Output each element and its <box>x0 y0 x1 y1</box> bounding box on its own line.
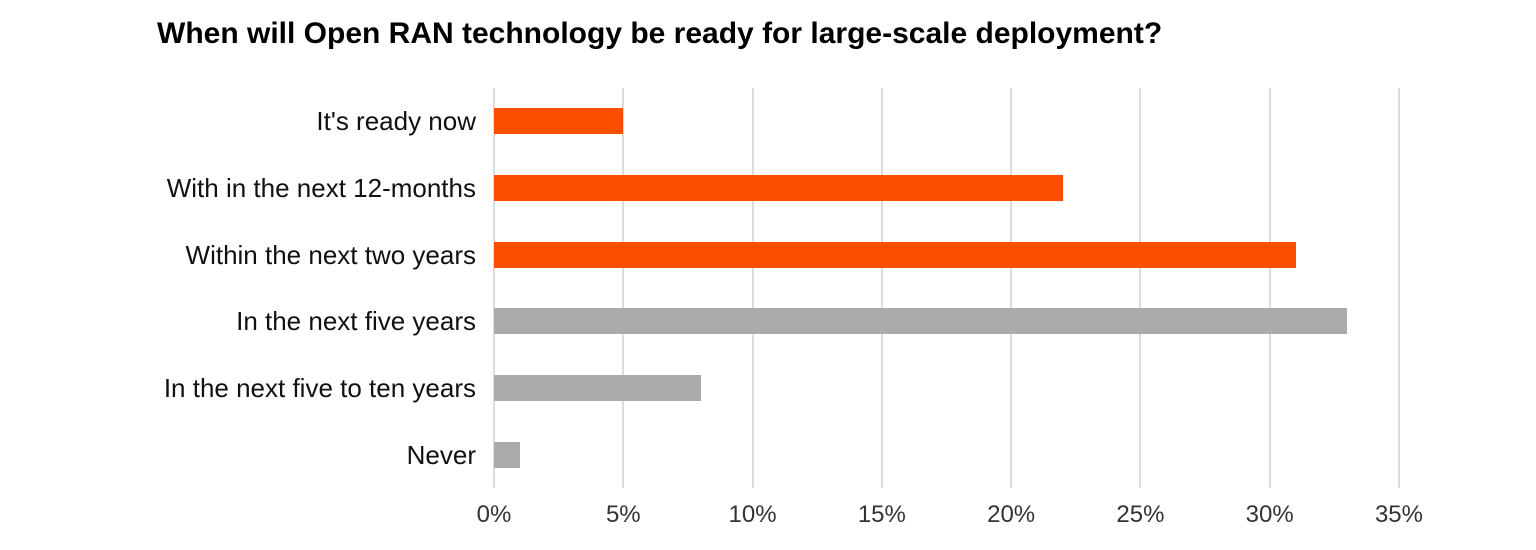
gridline-15% <box>880 88 883 488</box>
bar <box>494 175 1063 201</box>
x-tick-label: 15% <box>857 501 906 528</box>
x-tick-label: 0% <box>476 501 512 528</box>
category-label: Within the next two years <box>185 239 476 270</box>
gridline-0% <box>493 88 495 488</box>
gridline-35% <box>1397 88 1400 488</box>
chart-title: When will Open RAN technology be ready f… <box>157 17 1163 50</box>
x-tick-label: 20% <box>987 501 1036 528</box>
bar <box>494 375 701 401</box>
x-tick-label: 30% <box>1245 501 1294 528</box>
bar <box>494 308 1348 335</box>
category-label: It's ready now <box>316 106 476 137</box>
bar <box>494 241 1296 268</box>
x-tick-label: 25% <box>1116 501 1165 528</box>
x-tick-label: 35% <box>1374 501 1423 528</box>
bar <box>494 441 520 468</box>
gridline-25% <box>1139 88 1142 488</box>
bar <box>494 108 624 135</box>
category-label: Never <box>406 439 476 470</box>
category-label: With in the next 12-months <box>166 173 476 203</box>
category-label: In the next five to ten years <box>163 373 476 403</box>
plot-area: 0% 5% 10% 15% 20% 25% 30% 35% <box>477 88 1469 528</box>
category-label: In the next five years <box>236 306 476 337</box>
gridline-30% <box>1268 88 1271 488</box>
x-tick-label: 10% <box>728 501 777 528</box>
gridline-10% <box>751 88 754 488</box>
gridline-20% <box>1010 88 1013 488</box>
gridline-5% <box>622 88 625 488</box>
x-tick-label: 5% <box>605 501 641 528</box>
